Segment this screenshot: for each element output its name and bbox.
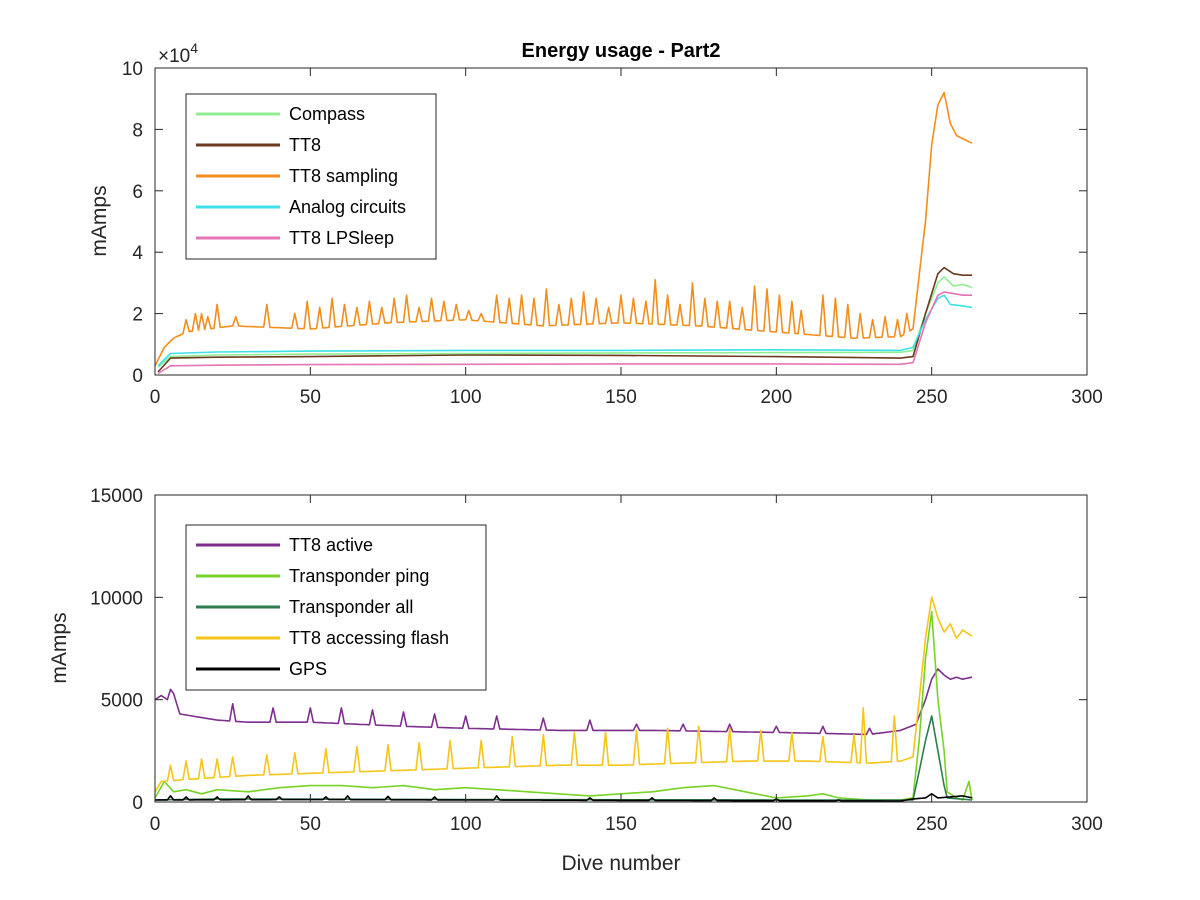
bottom-y-tick-label: 15000 (90, 486, 143, 507)
bottom-legend: TT8 active Transponder ping Transponder al… (185, 524, 487, 691)
bottom-series-line-1 (154, 610, 973, 801)
top-y-tick-label: 4 (132, 243, 143, 264)
top-series-line-3 (157, 294, 973, 367)
bottom-x-tick-label: 50 (300, 814, 321, 835)
top-x-tick-label: 100 (450, 387, 482, 408)
top-series-line-4 (157, 291, 973, 375)
bottom-legend-label-4: GPS (289, 659, 327, 679)
top-x-tick-label: 50 (300, 387, 321, 408)
bottom-legend-label-3: TT8 accessing flash (289, 628, 449, 648)
bottom-legend-label-0: TT8 active (289, 535, 373, 555)
y-exponent-power: 4 (190, 40, 198, 56)
top-y-tick-label: 0 (132, 366, 143, 387)
top-legend-label-1: TT8 (289, 135, 321, 155)
top-y-axis-label: mAmps (88, 185, 111, 256)
y-exponent-label: ×104 (158, 40, 198, 67)
top-legend-label-2: TT8 sampling (289, 166, 398, 186)
bottom-series-line-0 (154, 668, 973, 736)
bottom-y-axis-label: mAmps (48, 612, 71, 683)
top-x-tick-label: 300 (1071, 387, 1103, 408)
top-y-tick-label: 2 (132, 305, 143, 326)
bottom-ticks: 0 50 100 150 200 250 300 0 5000 10000 15000 (90, 486, 1103, 835)
bottom-series-line-3 (154, 596, 973, 793)
top-legend-label-4: TT8 LPSleep (289, 228, 394, 248)
top-legend-label-0: Compass (289, 104, 365, 124)
bottom-legend-label-1: Transponder ping (289, 566, 429, 586)
top-series-lines (154, 91, 973, 375)
y-exponent-base: ×10 (158, 46, 190, 67)
svg-text:×104: ×104 (158, 40, 198, 67)
top-x-tick-label: 0 (150, 387, 161, 408)
top-subplot: 0 50 100 150 200 250 300 0 2 4 6 8 10 Energy usage -… (88, 40, 1103, 408)
bottom-y-tick-label: 0 (132, 793, 143, 814)
top-series-line-0 (157, 276, 973, 368)
bottom-x-tick-label: 0 (150, 814, 161, 835)
top-x-tick-label: 150 (605, 387, 637, 408)
bottom-x-tick-label: 250 (916, 814, 948, 835)
chart-title: Energy usage - Part2 (522, 40, 721, 62)
top-y-tick-label: 6 (132, 182, 143, 203)
top-y-tick-label: 8 (132, 120, 143, 141)
top-y-tick-label: 10 (122, 59, 143, 80)
bottom-series-line-4 (154, 793, 973, 802)
top-legend: Compass TT8 TT8 sampling Analog circuits TT8… (185, 93, 437, 260)
top-series-line-1 (157, 266, 973, 373)
top-series-line-2 (154, 91, 973, 367)
x-axis-label: Dive number (561, 852, 680, 875)
bottom-x-tick-label: 200 (760, 814, 792, 835)
bottom-x-tick-label: 150 (605, 814, 637, 835)
bottom-y-tick-label: 5000 (101, 691, 143, 712)
bottom-legend-label-2: Transponder all (289, 597, 413, 617)
bottom-x-tick-label: 100 (450, 814, 482, 835)
bottom-y-tick-label: 10000 (90, 588, 143, 609)
bottom-x-tick-label: 300 (1071, 814, 1103, 835)
top-legend-label-3: Analog circuits (289, 197, 406, 217)
top-x-tick-label: 250 (916, 387, 948, 408)
top-ticks: 0 50 100 150 200 250 300 0 2 4 6 8 10 (122, 59, 1103, 408)
top-x-tick-label: 200 (760, 387, 792, 408)
